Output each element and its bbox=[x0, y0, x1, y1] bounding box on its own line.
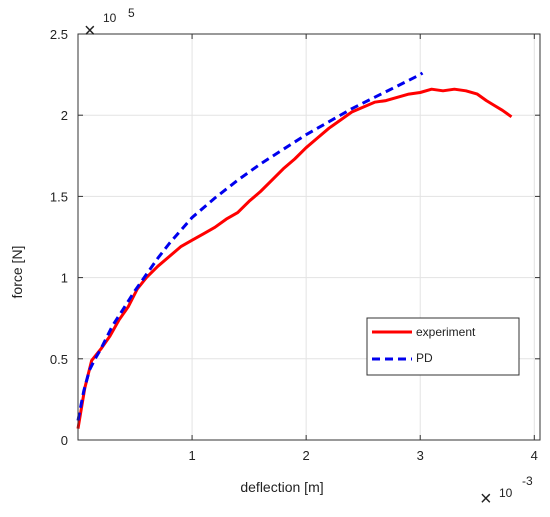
x-tick-labels: 1 2 3 4 bbox=[188, 448, 537, 463]
legend-experiment-label: experiment bbox=[416, 325, 476, 339]
y-tick-label: 2.5 bbox=[50, 27, 68, 42]
y-tick-label: 2 bbox=[61, 108, 68, 123]
plot-area bbox=[78, 34, 540, 440]
y-axis-multiplier: × 10 5 bbox=[84, 6, 135, 42]
series-lines bbox=[76, 71, 513, 429]
grid-lines bbox=[78, 34, 540, 440]
y-multiplier-base: 10 bbox=[103, 11, 117, 25]
x-tick-label: 4 bbox=[531, 448, 538, 463]
legend-box bbox=[366, 317, 520, 376]
y-tick-label: 0 bbox=[61, 433, 68, 448]
plot-border bbox=[77, 33, 541, 441]
x-axis-multiplier: × 10 -3 bbox=[480, 474, 533, 510]
x-axis-label: deflection [m] bbox=[240, 479, 323, 495]
y-tick-label: 0.5 bbox=[50, 352, 68, 367]
x-tick-label: 2 bbox=[303, 448, 310, 463]
legend-pd-label: PD bbox=[416, 351, 433, 365]
y-multiplier-symbol: × bbox=[84, 20, 96, 42]
series-line-experiment bbox=[76, 87, 513, 429]
x-tick-label: 3 bbox=[417, 448, 424, 463]
y-tick-labels: 0 0.5 1 1.5 2 2.5 bbox=[50, 27, 68, 448]
x-multiplier-symbol: × bbox=[480, 488, 492, 510]
legend: experiment PD bbox=[366, 317, 520, 376]
x-multiplier-exponent: -3 bbox=[522, 474, 533, 488]
x-tick-label: 1 bbox=[188, 448, 195, 463]
y-tick-label: 1 bbox=[61, 271, 68, 286]
x-multiplier-base: 10 bbox=[499, 486, 513, 500]
y-axis-label: force [N] bbox=[9, 246, 25, 299]
series-line-pd bbox=[76, 71, 424, 421]
y-multiplier-exponent: 5 bbox=[128, 6, 135, 20]
y-tick-label: 1.5 bbox=[50, 189, 68, 204]
